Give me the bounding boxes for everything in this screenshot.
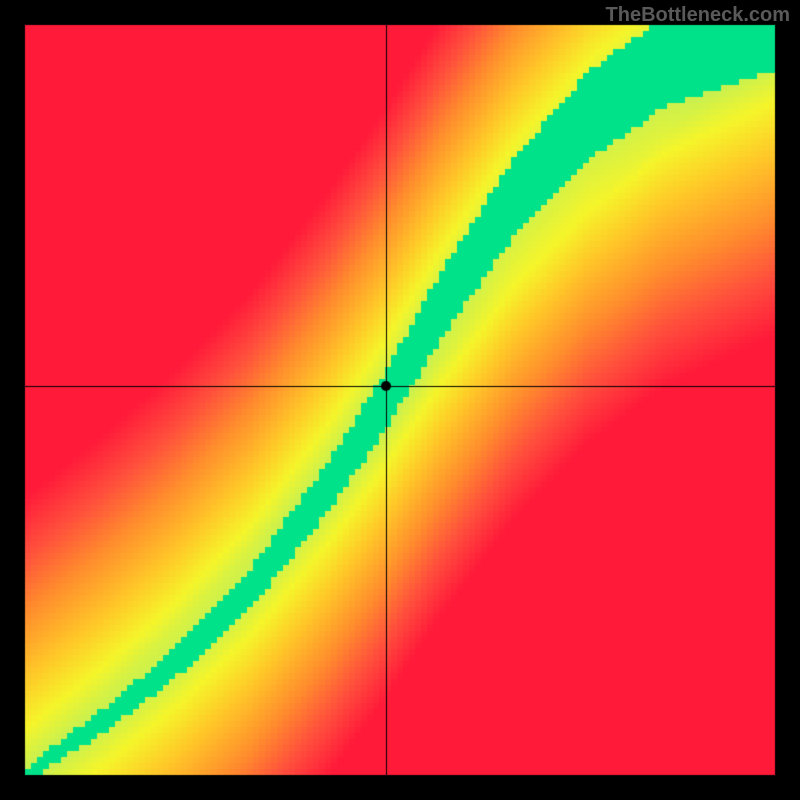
chart-container: TheBottleneck.com bbox=[0, 0, 800, 800]
bottleneck-heatmap bbox=[0, 0, 800, 800]
watermark-label: TheBottleneck.com bbox=[606, 4, 790, 27]
